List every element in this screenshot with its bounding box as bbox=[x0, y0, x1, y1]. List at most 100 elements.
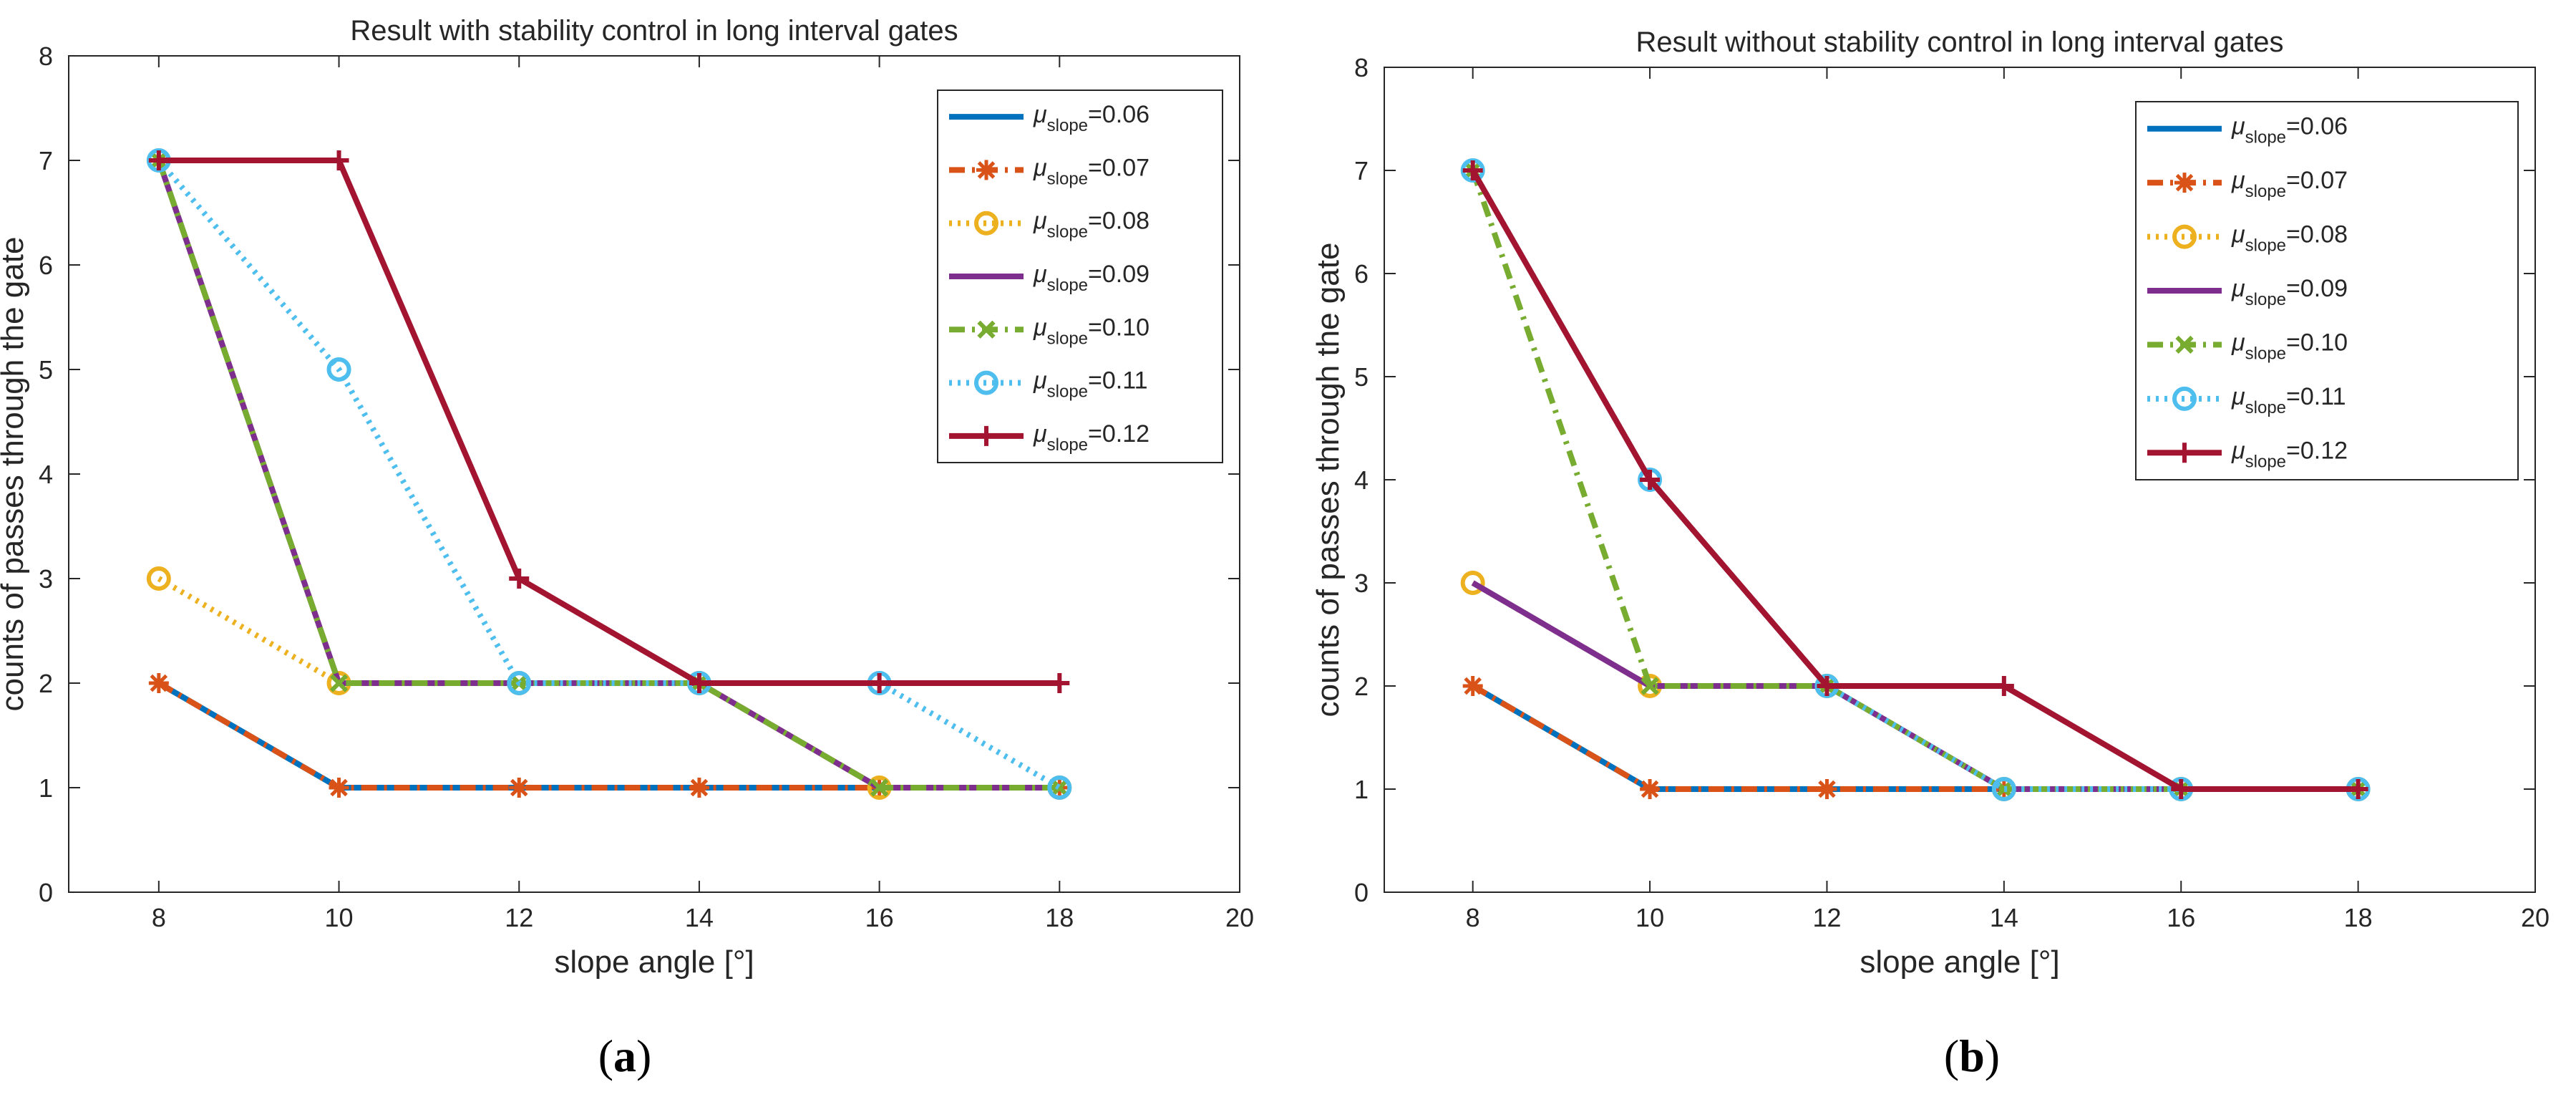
data-point-marker bbox=[146, 566, 171, 591]
legend-marker-sample bbox=[2174, 443, 2195, 463]
legend-value: =0.12 bbox=[2286, 437, 2348, 464]
legend-subscript: slope bbox=[1047, 382, 1088, 402]
data-point-marker bbox=[1993, 676, 2014, 696]
legend-subscript: slope bbox=[1047, 435, 1088, 455]
legend-marker-sample bbox=[974, 211, 998, 236]
series-line bbox=[158, 158, 1060, 686]
data-point-marker bbox=[148, 150, 169, 170]
legend-value: =0.08 bbox=[2286, 221, 2348, 248]
data-point-marker bbox=[1817, 779, 1837, 799]
x-tick-label: 8 bbox=[1466, 903, 1480, 932]
legend-label: μslope=0.07 bbox=[1033, 154, 1150, 188]
legend-mu: μ bbox=[1033, 367, 1047, 395]
legend-value: =0.06 bbox=[2286, 113, 2348, 140]
panel-caption: (a) bbox=[598, 1030, 652, 1081]
legend-label: μslope=0.09 bbox=[1033, 261, 1150, 295]
legend-mu: μ bbox=[1033, 154, 1047, 181]
y-tick-label: 6 bbox=[1354, 259, 1369, 289]
y-tick-label: 8 bbox=[39, 42, 53, 71]
x-tick-label: 10 bbox=[325, 903, 354, 932]
x-tick-label: 16 bbox=[2167, 903, 2195, 932]
caption-open: ( bbox=[598, 1030, 613, 1081]
data-point-marker bbox=[329, 778, 349, 798]
data-point-marker bbox=[1641, 677, 1659, 695]
y-axis-label: counts of passes through the gate bbox=[0, 237, 30, 712]
legend-label: μslope=0.11 bbox=[2231, 383, 2346, 417]
caption-close: ) bbox=[1985, 1030, 2000, 1081]
legend-subscript: slope bbox=[2245, 236, 2286, 256]
legend: μslope=0.06μslope=0.07μslope=0.08μslope=… bbox=[2135, 101, 2519, 480]
legend-marker-sample bbox=[977, 320, 996, 339]
chart-title: Result with stability control in long in… bbox=[350, 15, 958, 47]
x-axis-label: slope angle [°] bbox=[554, 944, 754, 980]
legend-mu: μ bbox=[2231, 329, 2245, 356]
legend-mu: μ bbox=[2231, 383, 2245, 410]
legend-value: =0.09 bbox=[2286, 275, 2348, 302]
y-tick-label: 0 bbox=[1354, 878, 1369, 907]
data-point-marker bbox=[1817, 676, 1837, 696]
y-tick-label: 1 bbox=[39, 773, 53, 803]
legend-mu: μ bbox=[2231, 275, 2245, 302]
legend-entry: μslope=0.06 bbox=[949, 101, 1150, 135]
y-tick-label: 5 bbox=[39, 355, 53, 385]
legend-marker-sample bbox=[2175, 335, 2194, 354]
legend-entry: μslope=0.10 bbox=[2147, 329, 2348, 363]
series-0-12 bbox=[148, 150, 1070, 693]
data-point-marker bbox=[1640, 470, 1661, 490]
legend-entry: μslope=0.08 bbox=[949, 208, 1150, 242]
legend-value: =0.11 bbox=[1088, 367, 1148, 395]
y-tick-label: 1 bbox=[1354, 775, 1369, 804]
legend-value: =0.10 bbox=[2286, 329, 2348, 356]
legend-subscript: slope bbox=[1047, 116, 1088, 135]
legend-value: =0.08 bbox=[1088, 208, 1150, 235]
caption-letter: a bbox=[613, 1030, 636, 1081]
chart-title: Result without stability control in long… bbox=[1636, 26, 2284, 58]
legend-entry: μslope=0.10 bbox=[949, 314, 1150, 348]
x-tick-label: 12 bbox=[505, 903, 533, 932]
legend-subscript: slope bbox=[2245, 182, 2286, 201]
legend-label: μslope=0.12 bbox=[1033, 420, 1150, 455]
data-point-marker bbox=[329, 674, 349, 692]
data-point-marker bbox=[507, 671, 532, 695]
data-point-marker bbox=[1462, 676, 1483, 696]
y-tick-label: 7 bbox=[1354, 156, 1369, 185]
data-point-marker bbox=[689, 778, 709, 798]
y-tick-label: 3 bbox=[1354, 569, 1369, 598]
data-point-marker bbox=[1640, 779, 1661, 799]
data-point-marker bbox=[689, 673, 709, 693]
legend-entry: μslope=0.09 bbox=[949, 261, 1150, 295]
legend-value: =0.11 bbox=[2286, 383, 2346, 410]
legend-mu: μ bbox=[1033, 208, 1047, 235]
data-point-marker bbox=[870, 778, 889, 797]
legend-mu: μ bbox=[1033, 420, 1047, 448]
legend-entry: μslope=0.06 bbox=[2147, 113, 2348, 148]
legend-entry: μslope=0.09 bbox=[2147, 275, 2348, 309]
legend-subscript: slope bbox=[1047, 329, 1088, 348]
legend-entry: μslope=0.08 bbox=[2147, 221, 2348, 256]
x-tick-label: 14 bbox=[685, 903, 714, 932]
legend-value: =0.12 bbox=[1088, 420, 1150, 448]
legend-marker-sample bbox=[976, 160, 996, 180]
data-point-marker bbox=[1460, 571, 1485, 595]
series-line bbox=[157, 680, 1060, 791]
series-line bbox=[156, 158, 1061, 791]
legend-mu: μ bbox=[2231, 167, 2245, 194]
legend-mu: μ bbox=[2231, 221, 2245, 248]
caption-letter: b bbox=[1959, 1030, 1985, 1081]
legend-marker-sample bbox=[2172, 386, 2197, 411]
series-0-12 bbox=[1462, 160, 2368, 799]
legend-mu: μ bbox=[2231, 437, 2245, 464]
legend-label: μslope=0.07 bbox=[2231, 167, 2348, 201]
legend-entry: μslope=0.11 bbox=[2147, 383, 2346, 417]
y-tick-label: 8 bbox=[1354, 53, 1369, 82]
x-tick-label: 10 bbox=[1635, 903, 1664, 932]
series-0-09 bbox=[156, 159, 1060, 791]
legend-entry: μslope=0.12 bbox=[2147, 437, 2348, 471]
legend-label: μslope=0.06 bbox=[2231, 113, 2348, 148]
x-tick-label: 20 bbox=[2521, 903, 2550, 932]
legend-value: =0.09 bbox=[1088, 261, 1150, 288]
legend-marker-sample bbox=[2174, 173, 2195, 193]
data-point-marker bbox=[2171, 779, 2192, 799]
